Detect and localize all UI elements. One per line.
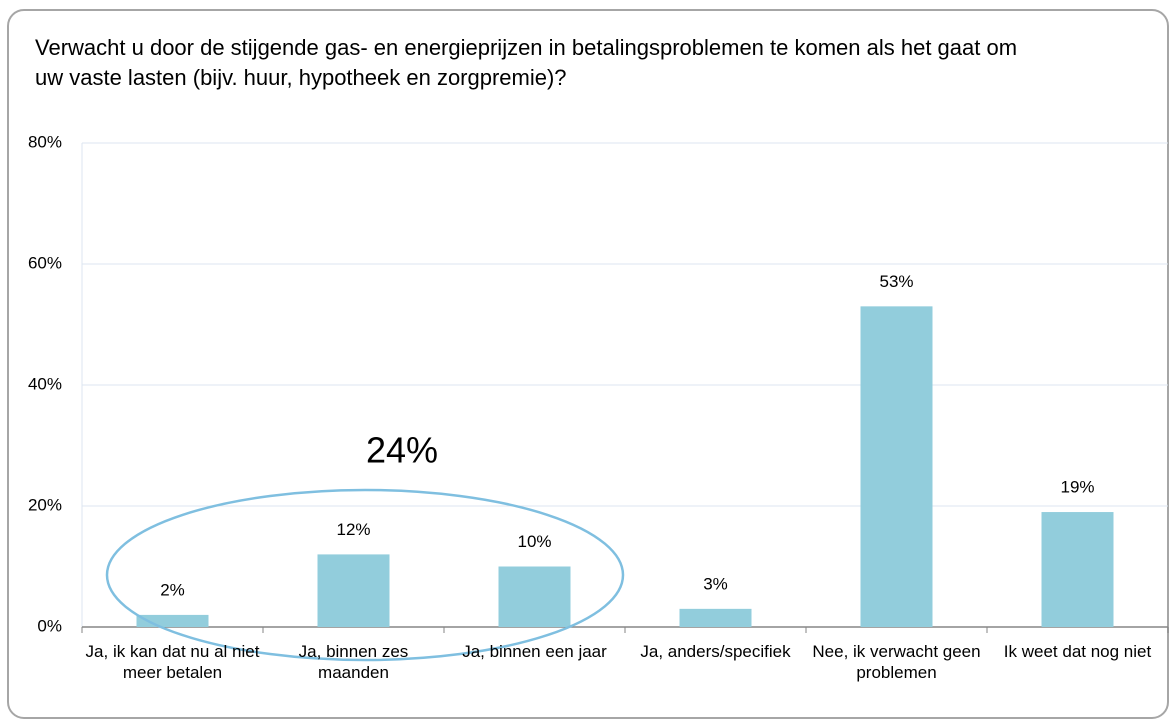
annotation: 24% (366, 430, 438, 471)
y-tick-label: 60% (28, 253, 62, 272)
chart-title: Verwacht u door de stijgende gas- en ene… (35, 35, 1018, 90)
x-tick-label: Ja, anders/specifiek (640, 642, 791, 661)
data-label: 2% (160, 580, 185, 599)
y-tick-label: 0% (37, 616, 62, 635)
data-label: 19% (1060, 478, 1094, 497)
x-tick-label: Ja, binnen een jaar (462, 642, 607, 661)
data-label: 53% (879, 272, 913, 291)
x-tick-label: Nee, ik verwacht geen problemen (812, 642, 981, 682)
y-tick-label: 80% (28, 132, 62, 151)
x-tick-label: Ja, ik kan dat nu al niet meer betalen (85, 642, 260, 682)
data-label: 10% (517, 532, 551, 551)
bar (498, 566, 571, 627)
data-label: 12% (336, 520, 370, 539)
data-label: 3% (703, 574, 728, 593)
bar (1041, 512, 1114, 627)
y-tick-label: 20% (28, 495, 62, 514)
chart-border (7, 9, 1169, 719)
x-tick-label: Ja, binnen zes maanden (298, 642, 409, 682)
x-tick-label: Ik weet dat nog niet (1003, 642, 1152, 661)
bar (317, 554, 390, 627)
y-tick-label: 40% (28, 374, 62, 393)
bar (860, 306, 933, 627)
bar (679, 608, 752, 627)
highlight-ellipse (105, 488, 625, 662)
